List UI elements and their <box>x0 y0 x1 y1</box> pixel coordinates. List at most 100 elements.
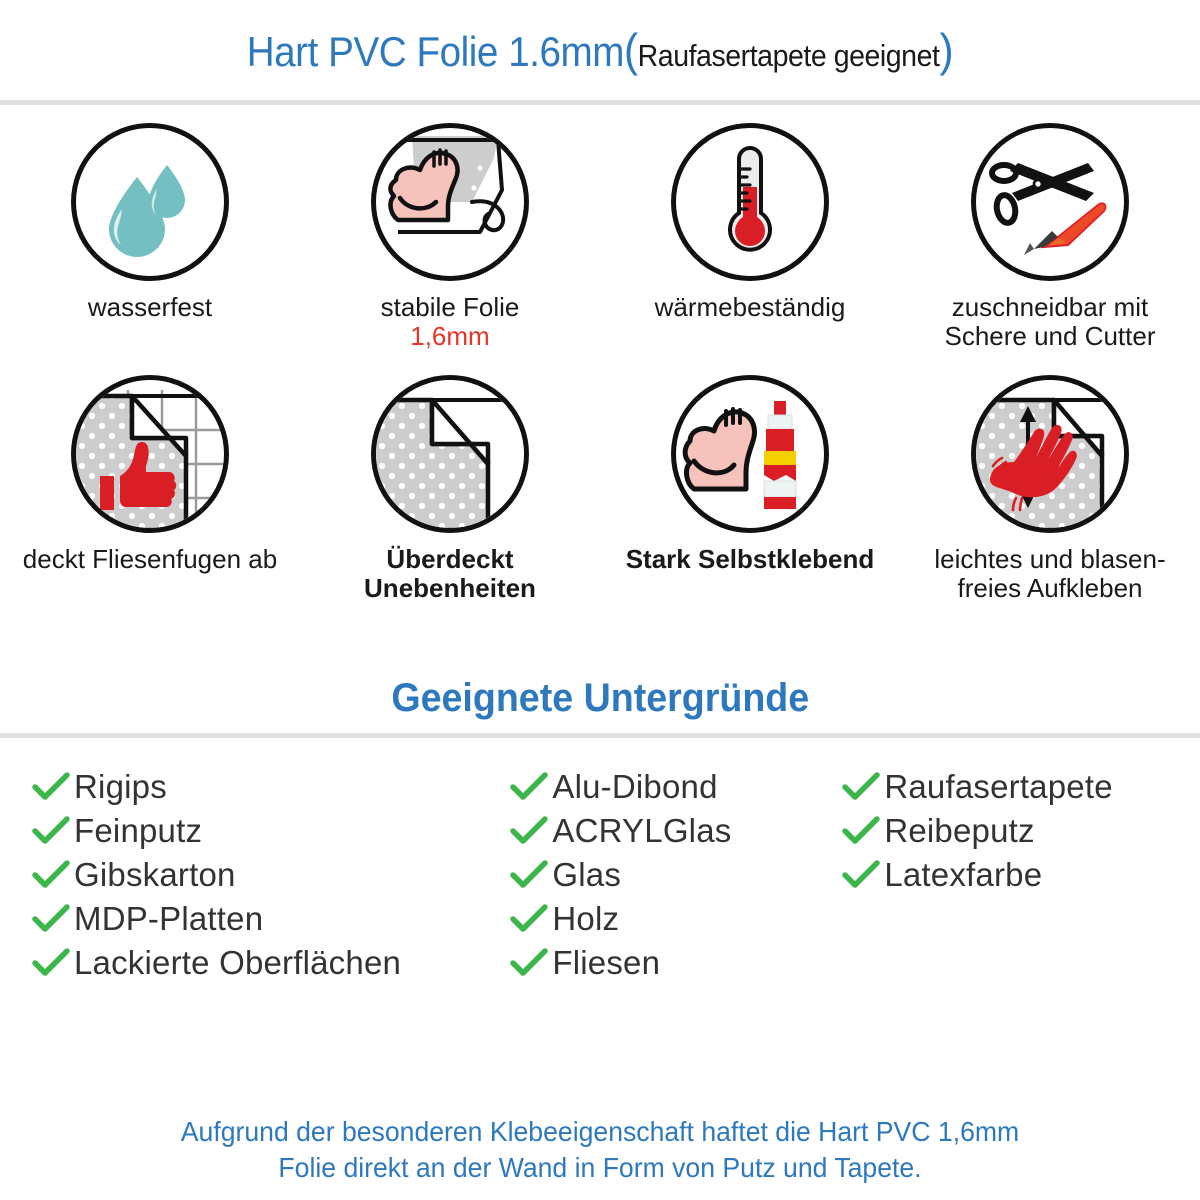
list-item-label: Holz <box>552 900 620 938</box>
list-item: Glas <box>506 854 838 896</box>
feature-label: zuschneidbar mit Schere und Cutter <box>944 292 1156 352</box>
water-drops-icon <box>95 147 205 257</box>
feature-fliesenfugen: deckt Fliesenfugen ab <box>15 375 285 574</box>
check-icon <box>28 816 74 846</box>
feature-label: stabile Folie <box>380 292 520 322</box>
check-icon <box>506 860 552 890</box>
list-item: Feinputz <box>28 810 506 852</box>
feature-caption: zuschneidbar mit Schere und Cutter <box>915 292 1185 352</box>
check-icon <box>28 860 74 890</box>
thumbs-up-tiles-icon <box>76 380 224 529</box>
section-heading-area: Geeignete Untergründe <box>0 663 1200 733</box>
feature-icon-circle <box>971 375 1129 534</box>
list-item-label: MDP-Platten <box>74 900 264 938</box>
feature-icon-circle <box>71 123 229 281</box>
title-paren-close: ) <box>939 24 954 76</box>
list-item-label: Rigips <box>74 768 167 806</box>
list-item: MDP-Platten <box>28 898 506 940</box>
feature-icon-circle <box>371 375 529 534</box>
feature-label: deckt Fliesenfugen ab <box>22 544 278 575</box>
list-item-label: Lackierte Oberflächen <box>74 944 402 982</box>
thermometer-icon <box>695 143 805 261</box>
feature-row-1: wasserfest <box>0 123 1200 351</box>
list-item: Fliesen <box>506 942 838 984</box>
page-header: Hart PVC Folie 1.6mm(Raufasertapete geei… <box>0 0 1200 100</box>
feature-label: Stark Selbstklebend <box>625 544 875 575</box>
feature-selbstklebend: Stark Selbstklebend <box>615 375 885 574</box>
title-paren-open: ( <box>624 24 638 76</box>
feature-waermebestaendig: wärmebeständig <box>615 123 885 322</box>
check-icon <box>838 772 884 802</box>
feature-label: wärmebeständig <box>654 292 846 322</box>
checklist-column-3: Raufasertapete Reibeputz Latexfarbe <box>838 766 1180 986</box>
strong-arm-foil-icon <box>376 128 524 276</box>
list-item-label: Raufasertapete <box>884 768 1113 806</box>
list-item-label: Alu-Dibond <box>552 768 718 806</box>
suitable-surfaces-list: Rigips Feinputz Gibskarton MDP-Platten L… <box>0 738 1200 986</box>
list-item-label: Latexfarbe <box>884 856 1043 894</box>
feature-caption: stabile Folie 1,6mm <box>380 292 520 352</box>
list-item-label: Gibskarton <box>74 856 236 894</box>
list-item: Raufasertapete <box>838 766 1180 808</box>
feature-sublabel: 1,6mm <box>410 321 490 352</box>
checklist-column-2: Alu-Dibond ACRYLGlas Glas Holz Fliesen <box>506 766 838 986</box>
feature-unebenheiten: Überdeckt Unebenheiten <box>315 375 585 603</box>
list-item: Latexfarbe <box>838 854 1180 896</box>
footer-line-1: Aufgrund der besonderen Klebeeigenschaft… <box>180 1116 1020 1148</box>
list-item: ACRYLGlas <box>506 810 838 852</box>
feature-grid: wasserfest <box>0 105 1200 603</box>
feature-label: Überdeckt Unebenheiten <box>364 544 536 604</box>
list-item-label: Feinputz <box>74 812 203 850</box>
list-item: Alu-Dibond <box>506 766 838 808</box>
list-item: Holz <box>506 898 838 940</box>
feature-icon-circle <box>71 375 229 534</box>
list-item-label: Fliesen <box>552 944 661 982</box>
feature-icon-circle <box>671 375 829 534</box>
feature-icon-circle <box>371 123 529 281</box>
list-item-label: Reibeputz <box>884 812 1035 850</box>
arm-glue-tube-icon <box>680 389 820 519</box>
check-icon <box>506 904 552 934</box>
check-icon <box>506 948 552 978</box>
list-item: Reibeputz <box>838 810 1180 852</box>
footer-note: Aufgrund der besonderen Klebeeigenschaft… <box>30 1114 1170 1186</box>
title-sub-text: Raufasertapete geeignet <box>637 38 940 73</box>
footer-line-2: Folie direkt an der Wand in Form von Put… <box>278 1152 922 1184</box>
feature-label: leichtes und blasen- freies Aufkleben <box>934 544 1166 604</box>
feature-caption: Überdeckt Unebenheiten <box>315 545 585 603</box>
feature-caption: wasserfest <box>87 292 213 322</box>
feature-caption: Stark Selbstklebend <box>626 545 875 574</box>
section-divider <box>0 733 1200 739</box>
feature-icon-circle <box>671 123 829 281</box>
feature-label: wasserfest <box>87 292 213 322</box>
list-item: Lackierte Oberflächen <box>28 942 506 984</box>
check-icon <box>506 772 552 802</box>
list-item: Gibskarton <box>28 854 506 896</box>
feature-icon-circle <box>971 123 1129 281</box>
feature-zuschneidbar: zuschneidbar mit Schere und Cutter <box>915 123 1185 351</box>
section-heading: Geeignete Untergründe <box>391 675 809 720</box>
list-item-label: Glas <box>552 856 622 894</box>
checklist-column-1: Rigips Feinputz Gibskarton MDP-Platten L… <box>20 766 506 986</box>
scissors-cutter-icon <box>988 143 1112 261</box>
feature-aufkleben: leichtes und blasen- freies Aufkleben <box>915 375 1185 603</box>
check-icon <box>28 772 74 802</box>
list-item: Rigips <box>28 766 506 808</box>
title-main-text: Hart PVC Folie 1.6mm <box>246 28 625 75</box>
feature-caption: leichtes und blasen- freies Aufkleben <box>915 545 1185 603</box>
feature-stabile-folie: stabile Folie 1,6mm <box>315 123 585 351</box>
check-icon <box>28 904 74 934</box>
feature-row-2: deckt Fliesenfugen ab <box>0 375 1200 603</box>
foil-peel-icon <box>376 380 524 529</box>
check-icon <box>28 948 74 978</box>
check-icon <box>838 860 884 890</box>
check-icon <box>506 816 552 846</box>
check-icon <box>838 816 884 846</box>
feature-caption: wärmebeständig <box>654 292 846 322</box>
list-item-label: ACRYLGlas <box>552 812 732 850</box>
feature-wasserfest: wasserfest <box>15 123 285 322</box>
page-title: Hart PVC Folie 1.6mm(Raufasertapete geei… <box>246 23 954 77</box>
header-divider <box>0 100 1200 105</box>
feature-caption: deckt Fliesenfugen ab <box>23 545 277 574</box>
hand-smoothing-icon <box>976 380 1124 529</box>
